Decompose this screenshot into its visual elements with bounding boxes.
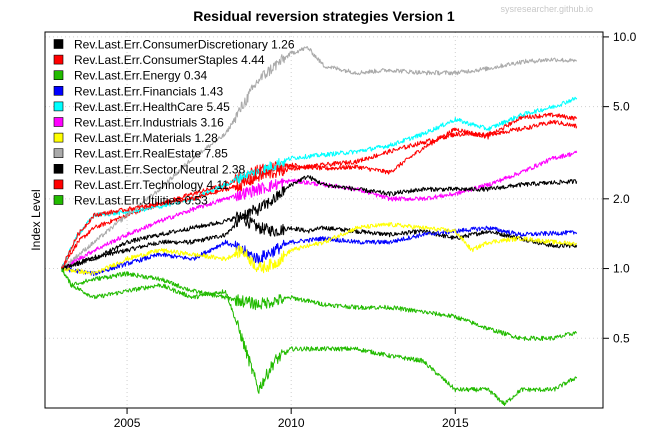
x-tick-label: 2005 bbox=[114, 416, 141, 430]
legend-label: Rev.Last.Err.Materials 1.28 bbox=[74, 131, 218, 145]
series-line bbox=[60, 268, 578, 406]
series-line bbox=[61, 175, 578, 271]
legend-label: Rev.Last.Err.Technology 4.11 bbox=[74, 178, 229, 192]
legend-swatch bbox=[53, 195, 64, 205]
legend-swatch bbox=[53, 148, 64, 158]
legend-swatch bbox=[53, 117, 64, 127]
y-axis-label: Index Level bbox=[29, 189, 43, 250]
legend-swatch bbox=[53, 132, 64, 143]
y-tick-label: 5.0 bbox=[613, 100, 630, 114]
legend-label: Rev.Last.Err.Utilities 0.53 bbox=[74, 194, 208, 208]
series-line bbox=[61, 222, 578, 276]
y-tick-label: 1.0 bbox=[613, 262, 630, 276]
grid-layer bbox=[45, 32, 603, 408]
legend-label: Rev.Last.Err.Sector.Neutral 2.38 bbox=[74, 162, 246, 176]
y-tick-label: 2.0 bbox=[613, 192, 630, 206]
series-line bbox=[60, 96, 578, 271]
watermark: sysresearcher.github.io bbox=[500, 4, 593, 14]
x-tick-label: 2010 bbox=[278, 416, 305, 430]
legend-label: Rev.Last.Err.ConsumerStaples 4.44 bbox=[74, 53, 265, 67]
legend-swatch bbox=[53, 179, 64, 190]
series-layer bbox=[60, 46, 578, 406]
legend-label: Rev.Last.Err.Energy 0.34 bbox=[74, 69, 208, 83]
legend-swatch bbox=[53, 164, 64, 174]
y-tick-label: 0.5 bbox=[613, 331, 630, 345]
legend: Rev.Last.Err.ConsumerDiscretionary 1.26R… bbox=[53, 38, 295, 208]
legend-label: Rev.Last.Err.Financials 1.43 bbox=[74, 84, 224, 98]
series-line bbox=[60, 213, 578, 270]
axis-layer: 2005 2010 2015 0.5 1.0 2.0 5.0 10.0 bbox=[114, 30, 637, 430]
legend-label: Rev.Last.Err.Industrials 3.16 bbox=[74, 116, 224, 130]
legend-swatch bbox=[53, 101, 64, 112]
legend-swatch bbox=[53, 54, 64, 65]
series-line bbox=[61, 267, 578, 341]
legend-label: Rev.Last.Err.RealEstate 7.85 bbox=[74, 147, 228, 161]
plot-frame bbox=[44, 31, 604, 409]
legend-swatch bbox=[53, 86, 64, 96]
series-line bbox=[60, 119, 578, 270]
legend-swatch bbox=[53, 39, 64, 49]
chart-title: Residual reversion strategies Version 1 bbox=[193, 8, 455, 24]
legend-swatch bbox=[53, 70, 64, 80]
series-line bbox=[61, 225, 578, 277]
legend-label: Rev.Last.Err.ConsumerDiscretionary 1.26 bbox=[74, 38, 295, 52]
x-tick-label: 2015 bbox=[442, 416, 469, 430]
y-tick-label: 10.0 bbox=[613, 30, 637, 44]
legend-label: Rev.Last.Err.HealthCare 5.45 bbox=[74, 100, 230, 114]
series-line bbox=[60, 46, 578, 271]
